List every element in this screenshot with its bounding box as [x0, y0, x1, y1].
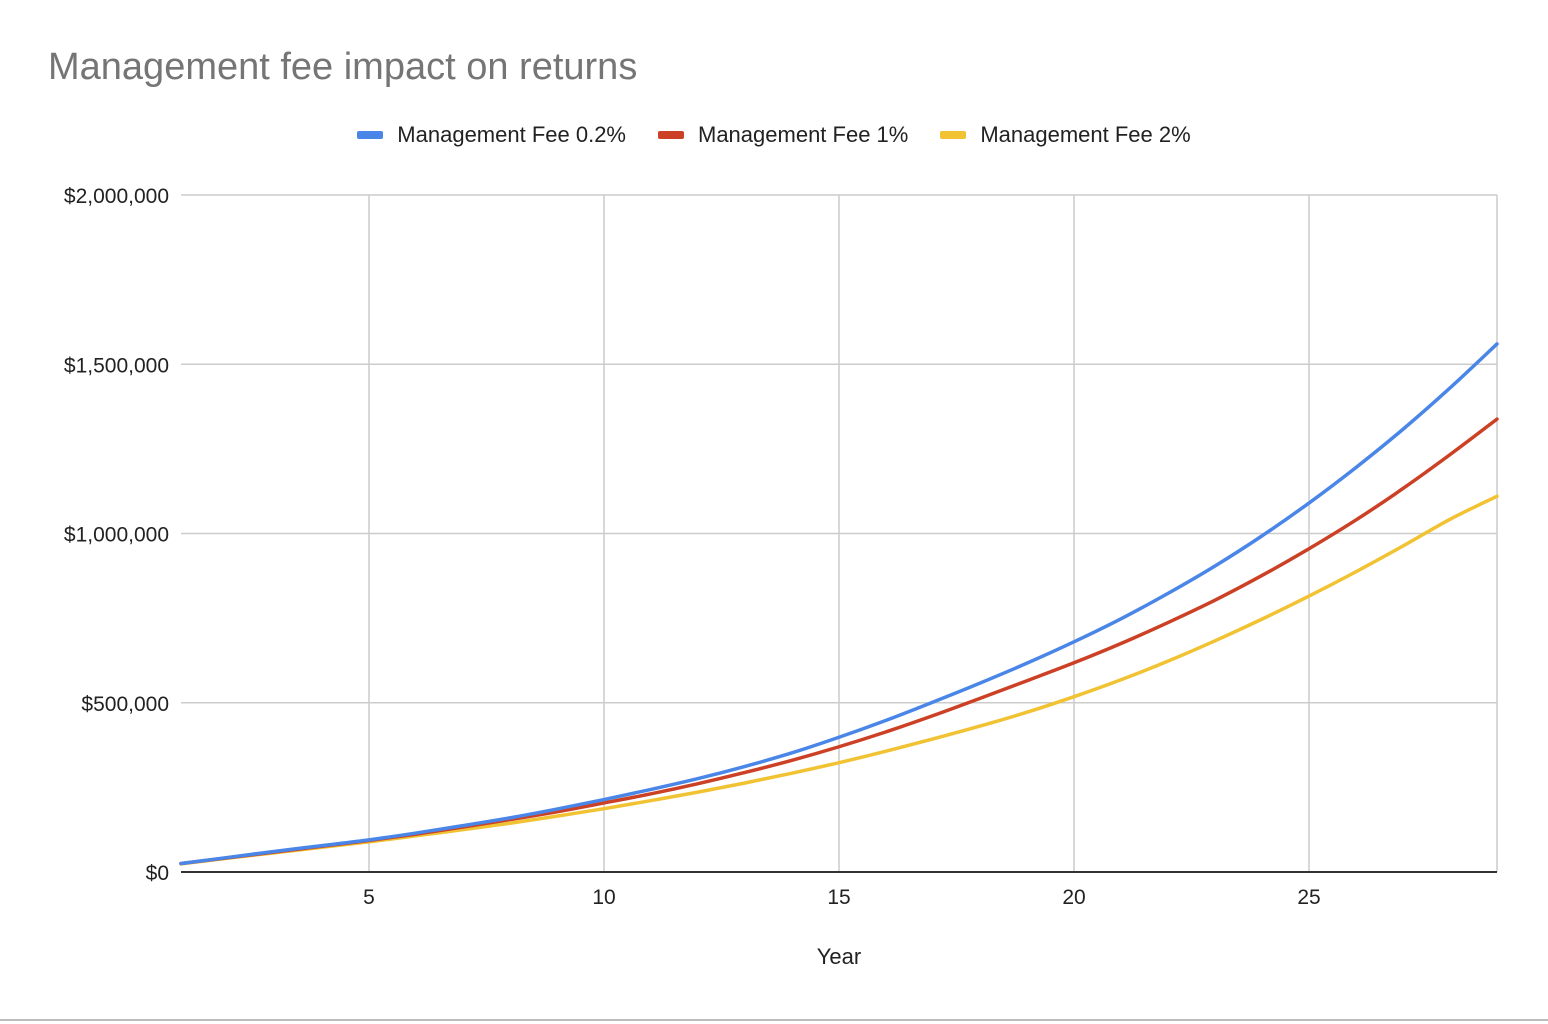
- grid: [181, 194, 1498, 872]
- legend: Management Fee 0.2% Management Fee 1% Ma…: [0, 122, 1548, 148]
- legend-item-fee-0-2[interactable]: Management Fee 0.2%: [357, 122, 626, 148]
- y-tick-label: $2,000,000: [64, 185, 169, 208]
- legend-item-fee-1[interactable]: Management Fee 1%: [658, 122, 908, 148]
- y-tick-label: $0: [146, 862, 169, 885]
- y-tick-label: $1,500,000: [64, 354, 169, 377]
- x-tick-label: 20: [1062, 886, 1085, 909]
- x-axis-title: Year: [817, 944, 861, 969]
- x-tick-label: 25: [1297, 886, 1320, 909]
- chart-title: Management fee impact on returns: [48, 46, 638, 88]
- series-line-management-fee-0-2: [179, 342, 1499, 866]
- series-lines: [179, 342, 1499, 866]
- x-tick-label: 10: [592, 886, 615, 909]
- y-tick-label: $500,000: [81, 693, 169, 716]
- legend-label: Management Fee 1%: [698, 122, 909, 147]
- divider: [0, 1019, 1548, 1021]
- legend-item-fee-2[interactable]: Management Fee 2%: [940, 122, 1191, 148]
- legend-label: Management Fee 0.2%: [397, 122, 626, 147]
- legend-swatch: [357, 131, 384, 139]
- y-tick-label: $1,000,000: [64, 524, 169, 547]
- legend-swatch: [940, 131, 967, 139]
- legend-swatch: [658, 131, 684, 139]
- x-tick-label: 5: [363, 886, 375, 909]
- x-tick-label: 15: [827, 886, 850, 909]
- tick-labels: $0 $500,000 $1,000,000 $1,500,000 $2,000,000…: [64, 185, 1321, 969]
- legend-label: Management Fee 2%: [980, 122, 1191, 147]
